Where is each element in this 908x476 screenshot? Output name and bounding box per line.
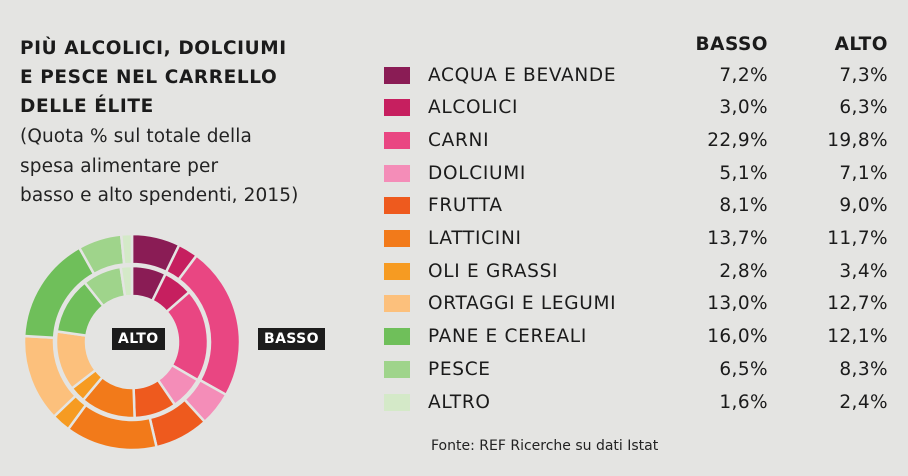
title-line-1: Più alcolici, dolciumi (20, 38, 287, 59)
value-basso: 13,7% (707, 228, 768, 249)
category-label: DOLCIUMI (428, 162, 527, 184)
legend-row: DOLCIUMI 5,1% 7,1% (384, 158, 888, 188)
value-basso: 1,6% (719, 391, 768, 413)
legend-row: ACQUA E BEVANDE 7,2% 7,3% (384, 60, 888, 90)
category-label: ORTAGGI E LEGUMI (428, 293, 617, 315)
legend-row: ALCOLICI 3,0% 6,3% (384, 93, 888, 123)
value-basso: 8,1% (719, 195, 768, 217)
value-basso: 16,0% (707, 326, 768, 348)
value-basso: 5,1% (719, 162, 768, 184)
value-alto: 8,3% (839, 358, 888, 380)
category-label: PANE E CEREALI (428, 326, 587, 348)
category-label: OLI E GRASSI (428, 260, 559, 282)
basso-slice (119, 232, 134, 266)
legend-swatch (384, 393, 410, 411)
title-line-3: delle élite (20, 96, 154, 117)
column-header-alto: ALTO (834, 34, 888, 55)
chart-title: Più alcolici, dolciumi e pesce nel carre… (20, 34, 360, 121)
legend-swatch (384, 197, 410, 215)
value-basso: 2,8% (719, 260, 768, 282)
value-basso: 6,5% (719, 358, 768, 380)
legend-row: ORTAGGI E LEGUMI 13,0% 12,7% (384, 289, 888, 319)
column-header-basso: BASSO (695, 34, 768, 55)
alto-slice (119, 264, 134, 298)
subtitle-line-2: spesa alimentare per (20, 155, 219, 177)
legend-row: ALTRO 1,6% 2,4% (384, 387, 888, 417)
value-alto: 7,1% (839, 162, 888, 184)
ring-label-basso: BASSO (258, 328, 325, 350)
legend-row: PANE E CEREALI 16,0% 12,1% (384, 322, 888, 352)
value-alto: 3,4% (839, 260, 888, 282)
category-label: PESCE (428, 358, 491, 380)
category-label: LATTICINI (428, 228, 522, 249)
value-basso: 13,0% (707, 293, 768, 315)
category-label: ACQUA E BEVANDE (428, 64, 617, 86)
legend-swatch (384, 131, 410, 149)
chart-subtitle: (Quota % sul totale della spesa alimenta… (20, 122, 365, 211)
value-basso: 7,2% (719, 64, 768, 86)
legend-swatch (384, 230, 410, 247)
legend-row: PESCE 6,5% 8,3% (384, 354, 888, 384)
value-alto: 12,7% (827, 293, 888, 315)
value-basso: 22,9% (707, 129, 768, 151)
ring-label-alto: ALTO (112, 328, 165, 350)
legend-swatch (384, 328, 410, 346)
category-label: ALCOLICI (428, 97, 519, 119)
legend-row: OLI E GRASSI 2,8% 3,4% (384, 256, 888, 286)
title-line-2: e pesce nel carrello (20, 67, 278, 88)
subtitle-line-1: (Quota % sul totale della (20, 126, 252, 147)
legend-swatch (384, 66, 410, 84)
source-note: Fonte: REF Ricerche su dati Istat (431, 438, 659, 454)
legend-row: FRUTTA 8,1% 9,0% (384, 191, 888, 221)
donut-chart (22, 232, 242, 452)
legend-swatch (384, 99, 410, 117)
value-alto: 2,4% (839, 391, 888, 413)
category-label: FRUTTA (428, 195, 503, 217)
value-alto: 7,3% (839, 64, 888, 86)
legend-swatch (384, 164, 410, 182)
legend-swatch (384, 295, 410, 313)
legend-swatch (384, 262, 410, 280)
value-alto: 19,8% (827, 129, 888, 151)
legend-swatch (384, 360, 410, 378)
value-basso: 3,0% (719, 97, 768, 119)
legend-row: CARNI 22,9% 19,8% (384, 125, 888, 155)
value-alto: 6,3% (839, 97, 888, 119)
value-alto: 12,1% (827, 326, 888, 348)
legend-row: LATTICINI 13,7% 11,7% (384, 224, 888, 254)
category-label: CARNI (428, 129, 490, 151)
subtitle-line-3: basso e alto spendenti, 2015) (20, 185, 299, 206)
value-alto: 11,7% (827, 228, 888, 249)
category-label: ALTRO (428, 391, 491, 413)
value-alto: 9,0% (839, 195, 888, 217)
